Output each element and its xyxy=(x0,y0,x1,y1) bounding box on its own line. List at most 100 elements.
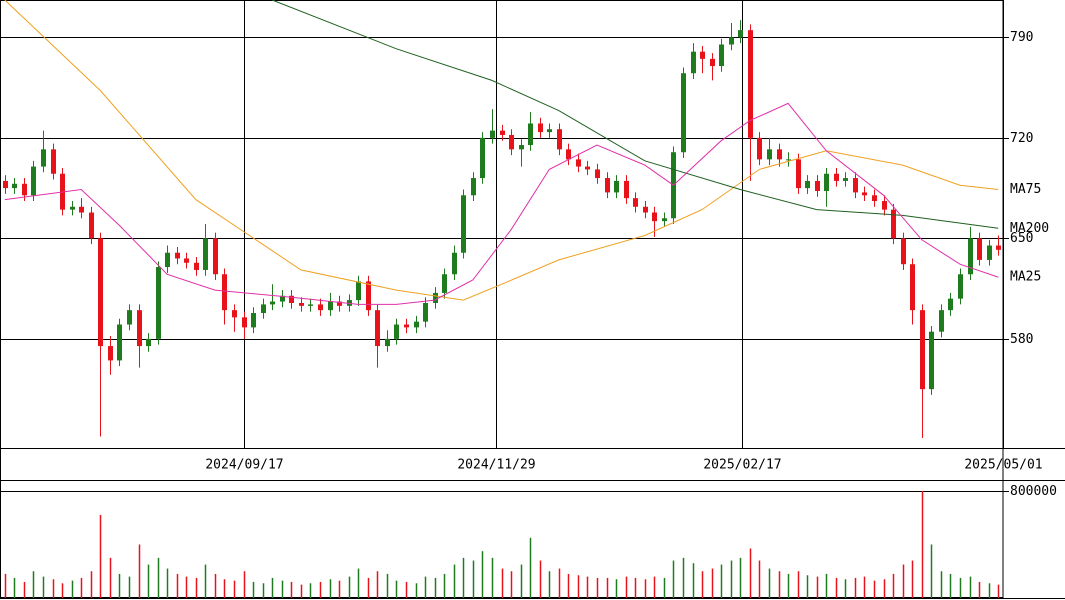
candle-body xyxy=(117,324,122,361)
candle-body xyxy=(977,238,982,260)
candle-body xyxy=(528,123,533,146)
candle-body xyxy=(433,292,438,303)
candle-body xyxy=(681,73,686,153)
candle-body xyxy=(22,183,27,196)
candle-body xyxy=(757,137,762,160)
candle-body xyxy=(51,149,56,174)
labels: 580 650 720 790 2024/09/17 2024/11/29 2025/02/… xyxy=(205,30,1057,499)
candle-body xyxy=(691,51,696,74)
candle-body xyxy=(901,238,906,265)
candle-body xyxy=(585,166,590,170)
candle-body xyxy=(328,301,333,311)
candle-body xyxy=(643,206,648,213)
candle-body xyxy=(423,302,428,322)
volume-panel xyxy=(4,490,1000,598)
candle-body xyxy=(738,30,743,38)
candle-body xyxy=(385,338,390,347)
candle-body xyxy=(796,159,801,189)
candle-body xyxy=(471,178,476,196)
candle-body xyxy=(786,159,791,161)
candle-body xyxy=(337,301,342,306)
candle-body xyxy=(968,238,973,275)
candle-body xyxy=(31,166,36,196)
candle-body xyxy=(108,346,113,361)
candle-body xyxy=(194,262,199,270)
candle-body xyxy=(719,44,724,67)
frame xyxy=(0,0,1004,598)
candle-body xyxy=(461,195,466,253)
candle-body xyxy=(146,338,151,347)
candle-body xyxy=(318,304,323,311)
candle-body xyxy=(595,169,600,179)
candle-body xyxy=(280,295,285,302)
candle-body xyxy=(79,206,84,213)
candle-body xyxy=(12,183,17,189)
candle-body xyxy=(652,212,657,222)
candle-body xyxy=(910,264,915,311)
moving-averages xyxy=(4,0,999,305)
candle-body xyxy=(624,180,629,199)
candle-body xyxy=(882,201,887,210)
legend-label: MA25 xyxy=(1010,270,1041,285)
y-tick-label: 790 xyxy=(1010,30,1033,45)
candle-body xyxy=(184,258,189,263)
candle-body xyxy=(414,321,419,328)
candle-body xyxy=(862,192,867,196)
candle-body xyxy=(662,218,667,222)
candle-body xyxy=(996,245,1001,250)
candle-body xyxy=(394,324,399,339)
x-tick-label: 2025/02/17 xyxy=(703,458,781,473)
candle-body xyxy=(805,180,810,189)
x-tick-label: 2024/11/29 xyxy=(457,458,535,473)
x-tick-label: 2025/05/01 xyxy=(964,458,1042,473)
candle-body xyxy=(939,310,944,332)
candle-body xyxy=(137,310,142,347)
candle-body xyxy=(452,252,457,275)
grid xyxy=(0,0,1009,492)
legend-label: MA200 xyxy=(1010,221,1049,236)
legend-label: MA75 xyxy=(1010,182,1041,197)
candle-body xyxy=(232,310,237,318)
candle-body xyxy=(929,331,934,390)
x-tick-label: 2024/09/17 xyxy=(205,458,283,473)
candle-body xyxy=(3,180,8,189)
candle-body xyxy=(480,137,485,179)
candle-body xyxy=(815,180,820,191)
candle-body xyxy=(843,178,848,181)
candle-body xyxy=(222,274,227,311)
candle-body xyxy=(165,252,170,268)
candle-body xyxy=(824,173,829,191)
candle-body xyxy=(356,281,361,301)
candle-body xyxy=(156,267,161,339)
candle-body xyxy=(213,238,218,275)
candle-body xyxy=(700,51,705,59)
candle-body xyxy=(289,295,294,303)
candle-body xyxy=(442,274,447,293)
candle-body xyxy=(89,212,94,239)
candle-body xyxy=(98,238,103,347)
candle-body xyxy=(834,173,839,181)
candles xyxy=(3,20,1001,438)
candle-body xyxy=(853,178,858,193)
candle-body xyxy=(127,310,132,325)
candle-body xyxy=(710,58,715,67)
y-tick-label: 800000 xyxy=(1010,484,1057,499)
candle-body xyxy=(987,245,992,260)
ma-line xyxy=(272,0,999,229)
candle-body xyxy=(891,209,896,239)
candle-body xyxy=(547,129,552,133)
candle-body xyxy=(948,298,953,311)
ma-line xyxy=(4,0,999,301)
candle-body xyxy=(633,198,638,207)
candle-body xyxy=(308,304,313,306)
y-tick-label: 720 xyxy=(1010,131,1033,146)
candle-body xyxy=(519,145,524,150)
candle-body xyxy=(729,37,734,45)
candle-body xyxy=(920,310,925,390)
candle-body xyxy=(375,310,380,347)
candle-body xyxy=(261,304,266,314)
candle-body xyxy=(614,180,619,193)
candle-body xyxy=(500,130,505,135)
candle-body xyxy=(576,159,581,167)
